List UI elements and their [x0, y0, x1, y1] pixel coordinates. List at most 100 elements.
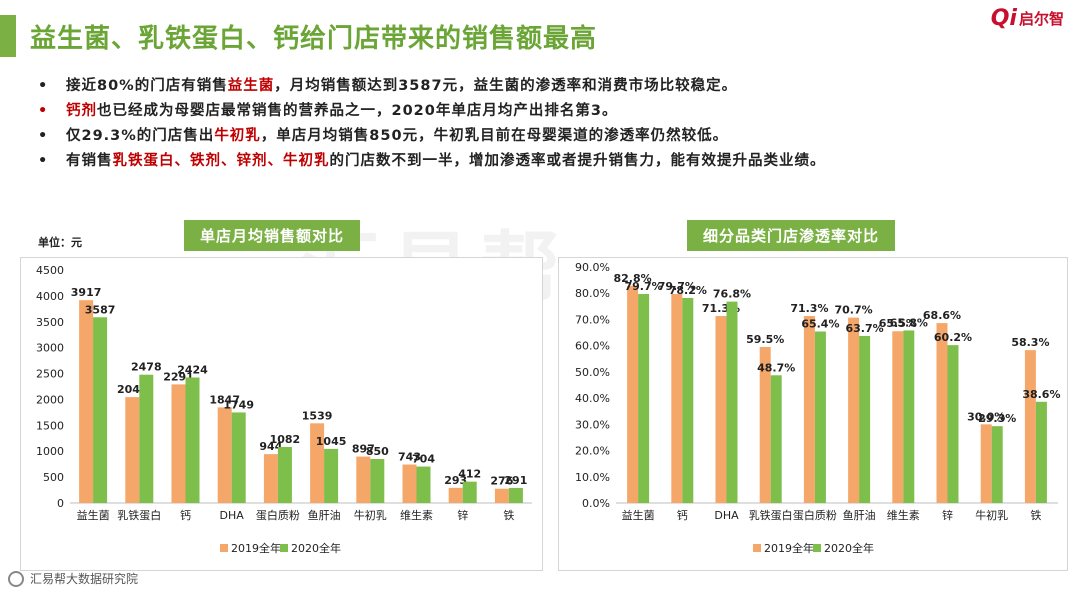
bar-2020: [1035, 401, 1047, 503]
category-label: 铁: [503, 509, 514, 522]
data-label: 30.0%: [967, 410, 1005, 423]
bullet-text: 的门店数不到一半，增加渗透率或者提升销售力，能有效提升品类业绩。: [329, 153, 826, 169]
data-label: 65.4%: [801, 318, 839, 331]
bar-2019: [79, 300, 94, 503]
data-label: 1082: [270, 433, 301, 446]
category-label: 益生菌: [622, 508, 655, 522]
bar-2020: [462, 481, 477, 503]
category-label: 鱼肝油: [308, 508, 341, 522]
data-label: 291: [504, 474, 527, 487]
category-label: 益生菌: [77, 508, 110, 522]
penetration-chart-title: 细分品类门店渗透率对比: [687, 220, 896, 251]
data-label: 79.7%: [625, 280, 663, 293]
category-label: 锌: [457, 508, 468, 522]
y-tick-label: 90.0%: [575, 261, 610, 274]
category-label: 牛初乳: [975, 508, 1008, 522]
bullet-text: 仅29.3%的门店售出: [66, 128, 215, 144]
sales-chart-title: 单店月均销售额对比: [184, 220, 361, 251]
bar-2020: [185, 377, 200, 503]
bullet-highlight: 乳铁蛋白、铁剂、锌剂、牛初乳: [112, 153, 330, 169]
y-tick-label: 1000: [36, 445, 64, 458]
y-tick-label: 3000: [36, 342, 64, 355]
category-label: 乳铁蛋白: [749, 508, 793, 522]
bullet-item: • 接近80%的门店有销售益生菌，月均销售额达到3587元，益生菌的渗透率和消费市…: [38, 74, 826, 99]
data-label: 743: [398, 451, 421, 464]
data-label: 82.8%: [614, 272, 652, 285]
bar-2019: [1024, 350, 1036, 503]
bullet-highlight: 益生菌: [227, 78, 275, 94]
y-tick-label: 10.0%: [575, 471, 610, 484]
y-tick-label: 40.0%: [575, 392, 610, 405]
data-label: 65.8%: [890, 316, 928, 329]
category-label: 维生素: [400, 508, 433, 522]
sales-chart-unit: 单位：元: [38, 236, 82, 249]
data-label: 1749: [223, 398, 254, 411]
bar-2020: [638, 294, 650, 503]
footer-text: 汇易帮大数据研究院: [30, 572, 139, 586]
data-label: 68.6%: [923, 309, 961, 322]
data-label: 2478: [131, 361, 162, 374]
bar-2020: [277, 446, 292, 503]
y-tick-label: 0.0%: [582, 497, 610, 510]
bullet-highlight: 牛初乳: [214, 128, 261, 144]
y-tick-label: 500: [43, 471, 64, 484]
data-label: 850: [366, 445, 389, 458]
bar-2020: [814, 331, 826, 503]
bar-2019: [892, 331, 904, 503]
data-label: 276: [490, 475, 513, 488]
bar-2019: [494, 488, 509, 503]
bar-2019: [356, 456, 371, 503]
category-label: 维生素: [887, 508, 920, 522]
category-label: 铁: [1030, 509, 1041, 522]
data-label: 3917: [71, 286, 102, 299]
y-tick-label: 0: [57, 497, 64, 510]
legend-label: 2020全年: [824, 541, 874, 555]
category-label: 乳铁蛋白: [117, 508, 161, 522]
bar-2019: [125, 397, 140, 503]
data-label: 58.3%: [1011, 336, 1049, 349]
bullet-text: ，月均销售额达到3587元，益生菌的渗透率和消费市场比较稳定。: [274, 78, 738, 94]
data-label: 38.6%: [1022, 388, 1060, 401]
legend-label: 2019全年: [231, 541, 281, 555]
penetration-bar-chart: 0.0% 10.0% 20.0% 30.0% 40.0% 50.0% 60.0% 70.0% 8…: [575, 261, 1060, 555]
bar-2020: [770, 375, 782, 503]
legend-label: 2019全年: [764, 541, 814, 555]
data-label: 704: [412, 453, 435, 466]
bar-2020: [416, 466, 431, 503]
page-title: 益生菌、乳铁蛋白、钙给门店带来的销售额最高: [30, 24, 598, 54]
category-label: DHA: [220, 509, 245, 522]
sales-bar-chart: 0 500 1000 1500 2000 2500 3000 3500 4000 4500 3917…: [36, 264, 532, 555]
y-tick-label: 2000: [36, 393, 64, 406]
bar-2019: [936, 323, 948, 503]
bar-2019: [217, 407, 232, 503]
data-label: 70.7%: [835, 304, 873, 317]
y-tick-label: 4500: [36, 264, 64, 277]
bullet-dot-icon: •: [38, 78, 49, 94]
y-tick-label: 30.0%: [575, 418, 610, 431]
y-tick-label: 1500: [36, 419, 64, 432]
data-label: 48.7%: [757, 361, 795, 374]
logo-text: 启尔智: [1018, 9, 1064, 28]
bar-2019: [171, 384, 186, 503]
data-label: 65.5%: [879, 317, 917, 330]
bullet-text: 也已经成为母婴店最常销售的营养品之一，2020年单店月均产出排名第3。: [97, 103, 618, 119]
bar-2019: [803, 316, 815, 503]
data-label: 2424: [177, 363, 208, 376]
legend-swatch: [753, 544, 761, 552]
category-label: 牛初乳: [354, 508, 387, 522]
bar-2019: [980, 424, 992, 503]
data-label: 293: [444, 474, 467, 487]
bullet-dot-icon: •: [38, 153, 49, 169]
data-label: 1045: [316, 435, 347, 448]
bar-2020: [324, 448, 339, 503]
data-label: 1847: [209, 393, 240, 406]
bullet-text: 接近80%的门店有销售: [66, 78, 228, 94]
brand-logo: Qi 启尔智: [991, 6, 1064, 31]
y-tick-label: 4000: [36, 290, 64, 303]
bar-2019: [263, 454, 278, 503]
category-label: 鱼肝油: [843, 508, 876, 522]
bar-2020: [947, 345, 959, 503]
bullet-dot-icon: •: [38, 128, 49, 144]
y-tick-label: 60.0%: [575, 340, 610, 353]
sales-chart-panel: [20, 257, 543, 571]
